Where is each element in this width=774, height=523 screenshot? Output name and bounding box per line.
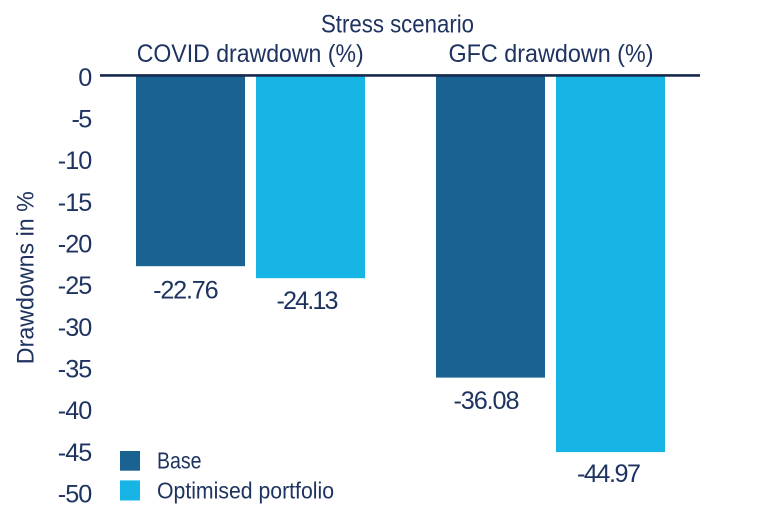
- svg-text:-25: -25: [58, 272, 93, 300]
- svg-text:-45: -45: [58, 439, 93, 467]
- svg-text:-50: -50: [58, 481, 93, 509]
- svg-text:Optimised portfolio: Optimised portfolio: [157, 478, 334, 504]
- svg-text:-15: -15: [58, 189, 93, 217]
- svg-text:-24.13: -24.13: [277, 287, 339, 315]
- svg-text:-35: -35: [58, 356, 93, 384]
- svg-text:-20: -20: [58, 231, 93, 259]
- svg-text:Drawdowns in %: Drawdowns in %: [13, 191, 40, 364]
- svg-text:-5: -5: [72, 106, 93, 134]
- svg-text:COVID drawdown (%): COVID drawdown (%): [137, 40, 364, 68]
- svg-text:Base: Base: [157, 447, 202, 473]
- svg-text:GFC drawdown (%): GFC drawdown (%): [449, 40, 654, 68]
- svg-text:-22.76: -22.76: [153, 276, 219, 304]
- svg-text:Stress scenario: Stress scenario: [321, 10, 474, 38]
- svg-text:0: 0: [78, 64, 92, 92]
- svg-text:-44.97: -44.97: [577, 460, 641, 488]
- svg-text:-36.08: -36.08: [454, 387, 520, 415]
- svg-text:-30: -30: [58, 314, 93, 342]
- svg-text:-40: -40: [58, 397, 93, 425]
- svg-text:-10: -10: [58, 147, 93, 175]
